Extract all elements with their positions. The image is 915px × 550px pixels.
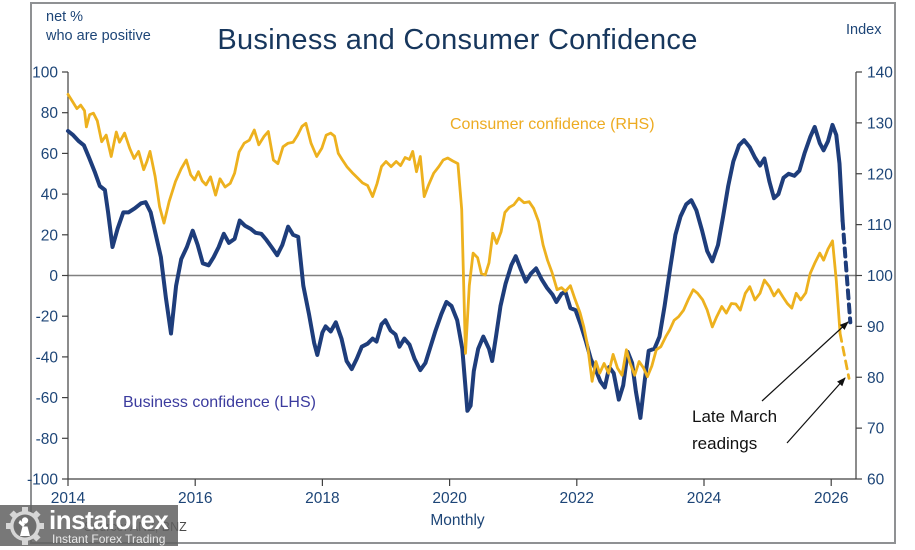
left-axis-caption-line1: net % — [46, 9, 84, 25]
x-axis-tick-label: 2014 — [51, 490, 86, 507]
left-axis-tick-label: -60 — [36, 390, 59, 407]
left-axis-caption: net % who are positive — [46, 8, 176, 46]
left-axis-tick-label: -100 — [27, 472, 58, 489]
right-axis-tick-label: 100 — [867, 268, 893, 285]
late-march-annotation: Late March readings — [692, 403, 802, 457]
consumer-confidence-line — [66, 93, 842, 383]
right-axis-tick-label: 140 — [867, 65, 893, 82]
x-axis-tick-label: 2020 — [432, 490, 467, 507]
left-axis-tick-label: 60 — [41, 146, 59, 163]
x-axis-tick-label: 2018 — [305, 490, 339, 507]
business-confidence-line — [840, 218, 853, 325]
left-axis-tick-label: -20 — [36, 309, 59, 326]
gear-with-person-icon — [6, 507, 44, 545]
x-axis-tick-label: 2024 — [687, 490, 722, 507]
right-axis-tick-label: 110 — [867, 217, 892, 234]
instaforex-watermark: instaforex Instant Forex Trading — [0, 505, 178, 546]
right-axis-caption: Index — [846, 22, 882, 38]
business-series-label: Business confidence (LHS) — [123, 394, 316, 411]
instaforex-logo-text: instaforex — [49, 505, 169, 535]
instaforex-tagline: Instant Forex Trading — [52, 532, 166, 546]
left-axis-tick-label: -80 — [36, 431, 59, 448]
left-axis-tick-label: 40 — [41, 187, 59, 204]
late-march-arrow — [786, 377, 846, 444]
left-axis-tick-label: -40 — [36, 349, 59, 366]
right-axis-tick-label: 80 — [867, 370, 885, 387]
left-axis-caption-line2: who are positive — [46, 28, 151, 44]
right-axis-tick-label: 120 — [867, 166, 893, 183]
x-axis-caption: Monthly — [430, 512, 485, 529]
left-axis-tick-label: 80 — [41, 105, 59, 122]
left-axis-tick-label: 0 — [49, 268, 58, 285]
late-march-line2: readings — [692, 434, 758, 453]
late-march-arrow — [761, 321, 849, 402]
consumer-series-label: Consumer confidence (RHS) — [450, 116, 655, 133]
chart-title: Business and Consumer Confidence — [217, 24, 698, 56]
right-axis-tick-label: 130 — [867, 115, 893, 132]
left-axis-tick-label: 100 — [32, 65, 58, 82]
business-confidence-line — [66, 122, 845, 420]
late-march-line1: Late March — [692, 407, 778, 426]
right-axis-tick-label: 70 — [867, 421, 885, 438]
left-axis-tick-label: 20 — [41, 227, 59, 244]
consumer-confidence-line — [838, 332, 851, 380]
x-axis-tick-label: 2016 — [178, 490, 212, 507]
right-axis-tick-label: 60 — [867, 472, 885, 489]
right-axis-tick-label: 90 — [867, 319, 885, 336]
x-axis-tick-label: 2022 — [560, 490, 594, 507]
x-axis-tick-label: 2026 — [814, 490, 848, 507]
